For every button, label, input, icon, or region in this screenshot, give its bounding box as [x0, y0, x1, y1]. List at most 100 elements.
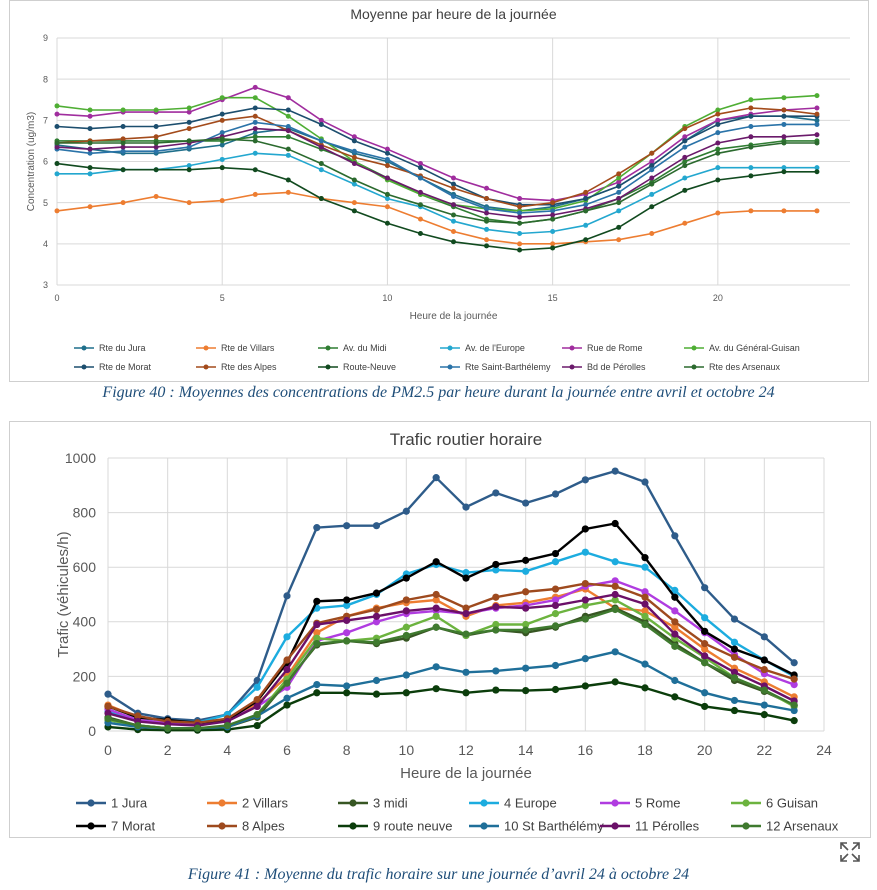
c2-xtick-label: 16 — [578, 742, 594, 758]
c2-data-point — [432, 604, 440, 612]
c1-data-point — [451, 212, 456, 218]
chart1-panel: Moyenne par heure de la journée 3 4 5 6 7 8 9 0 5… — [9, 0, 869, 382]
c1-data-point — [583, 237, 589, 243]
c2-series-5 — [104, 596, 798, 732]
c2-legend-item: 6 Guisan — [731, 796, 818, 811]
c1-data-point — [517, 231, 523, 237]
c2-data-point — [283, 701, 291, 709]
c1-data-point — [649, 159, 655, 164]
c1-legend-item: Rte Saint-Barthélemy — [440, 362, 551, 372]
c2-legend-swatch-dot — [349, 799, 357, 807]
c2-data-point — [790, 680, 798, 689]
c1-data-point — [252, 130, 258, 136]
c2-data-point — [790, 701, 798, 709]
c2-data-point — [701, 652, 709, 660]
traffic-hourly-chart: Trafic routier horaire 0 200 400 600 800 1000 0… — [55, 430, 839, 834]
c2-data-point — [343, 629, 351, 637]
c2-data-point — [402, 671, 410, 679]
c2-xtick-label: 4 — [223, 742, 231, 758]
c2-xtick-label: 14 — [518, 742, 534, 758]
c1-data-point — [219, 156, 225, 162]
c2-data-point — [283, 665, 291, 674]
expand-icon[interactable] — [838, 840, 862, 864]
c1-data-point — [550, 245, 556, 251]
c1-data-point — [186, 126, 192, 132]
c1-data-point — [219, 142, 225, 148]
c2-data-point — [730, 653, 739, 661]
c2-data-point — [253, 721, 261, 730]
c2-series-10 — [104, 590, 798, 730]
c2-legend-swatch-dot — [218, 799, 226, 807]
c2-ytick-label: 600 — [73, 559, 97, 575]
c2-data-point — [730, 638, 739, 646]
c2-data-point — [551, 596, 560, 604]
c1-data-point — [616, 200, 622, 206]
c1-data-point — [682, 175, 688, 181]
c2-series-line — [107, 598, 795, 730]
c1-series-11 — [54, 136, 820, 226]
c1-legend-swatch-dot — [569, 345, 575, 351]
c2-data-point — [522, 604, 530, 612]
c2-data-point — [701, 689, 709, 697]
c1-legend-item: Av. du Général-Guisan — [684, 343, 800, 353]
pm25-hourly-chart: Moyenne par heure de la journée 3 4 5 6 7 8 9 0 5… — [26, 6, 850, 372]
c2-series-3 — [104, 548, 798, 727]
c1-legend-swatch-dot — [81, 364, 87, 370]
c2-legend-swatch-dot — [742, 799, 750, 807]
c1-data-point — [153, 134, 159, 140]
c1-data-point — [616, 179, 622, 185]
c2-data-point — [253, 711, 261, 719]
c2-data-point — [372, 676, 381, 685]
c1-legend-swatch-dot — [325, 345, 331, 351]
c1-data-point — [384, 220, 390, 226]
c1-data-point — [120, 148, 126, 154]
c1-legend-label: Av. du Général-Guisan — [709, 343, 800, 353]
c1-series-line — [56, 115, 818, 212]
c1-legend-swatch-dot — [447, 345, 453, 351]
c1-data-point — [682, 134, 688, 140]
c2-data-point — [701, 645, 709, 653]
c2-data-point — [730, 696, 739, 705]
c1-data-point — [285, 124, 291, 130]
c2-data-point — [701, 627, 709, 635]
c1-data-point — [285, 113, 291, 119]
c1-data-point — [715, 130, 721, 136]
c2-data-point — [641, 554, 649, 562]
c2-data-point — [343, 596, 351, 604]
c1-series-line — [56, 127, 818, 218]
c1-data-point — [54, 103, 60, 109]
c2-data-point — [760, 701, 768, 709]
c1-data-point — [351, 134, 357, 140]
c2-series-line — [107, 608, 795, 730]
c1-data-point — [384, 196, 390, 202]
c2-legend-swatch-dot — [87, 799, 95, 807]
c2-data-point — [760, 633, 768, 641]
c2-data-point — [402, 574, 410, 582]
c2-data-point — [522, 620, 530, 629]
c1-data-point — [252, 150, 258, 156]
c1-data-point — [285, 128, 291, 134]
c1-data-point — [285, 152, 291, 158]
c2-data-point — [641, 620, 649, 629]
c1-data-point — [54, 161, 60, 167]
c1-legend-swatch-dot — [447, 364, 453, 370]
c2-data-point — [551, 549, 560, 558]
c1-legend-swatch-dot — [203, 345, 209, 351]
c2-data-point — [551, 490, 560, 498]
c1-legend-item: Av. de l'Europe — [440, 343, 525, 353]
c2-data-point — [551, 685, 560, 694]
c1-data-point — [186, 163, 192, 169]
c2-xtick-label: 2 — [164, 742, 172, 758]
c1-data-point — [285, 134, 291, 140]
c2-data-point — [462, 574, 470, 582]
c1-data-point — [384, 163, 390, 169]
c2-legend-item: 7 Morat — [76, 819, 155, 834]
c2-xtick-label: 8 — [343, 742, 351, 758]
c2-data-point — [432, 623, 440, 631]
c1-data-point — [616, 171, 622, 177]
c2-data-point — [522, 686, 530, 695]
c2-data-point — [193, 724, 202, 732]
c2-data-point — [522, 626, 530, 634]
c1-data-point — [384, 156, 390, 162]
c1-ytick-label: 6 — [43, 157, 48, 167]
